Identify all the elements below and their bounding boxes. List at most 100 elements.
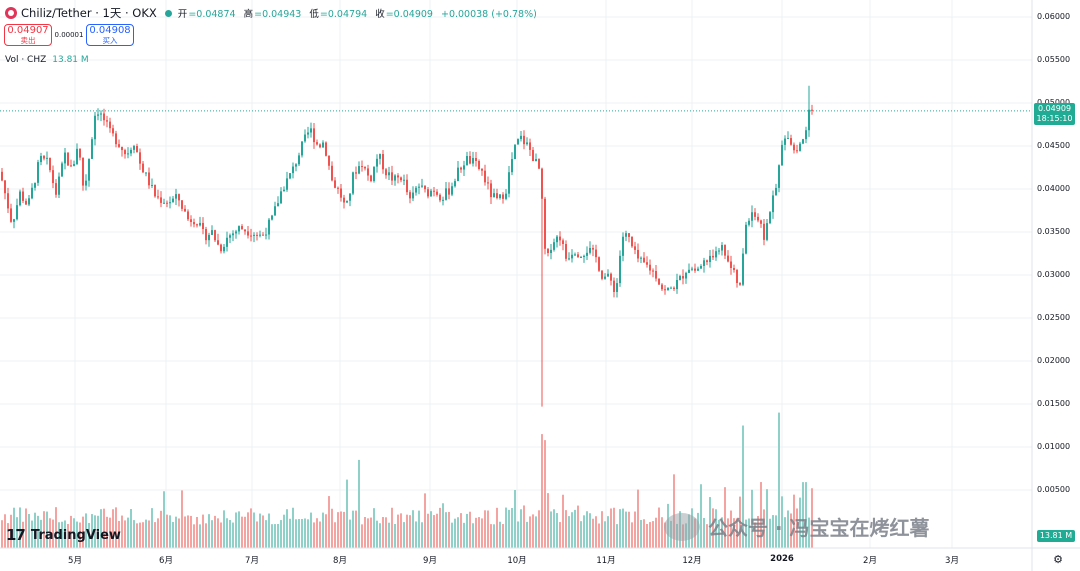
volume-bar — [622, 508, 624, 548]
candle-body — [28, 198, 30, 205]
volume-bar — [1, 520, 3, 548]
price-axis-tick: 0.01500 — [1037, 399, 1071, 408]
volume-bar — [721, 517, 723, 548]
market-status-icon[interactable] — [164, 9, 172, 17]
candle-body — [625, 233, 627, 237]
volume-bar — [400, 513, 402, 548]
volume-bar — [298, 519, 300, 548]
candle-body — [571, 254, 573, 259]
candle-body — [271, 215, 273, 220]
volume-bar — [208, 514, 210, 548]
low-label: 低 — [309, 9, 319, 20]
candle-body — [769, 212, 771, 224]
volume-bar — [364, 517, 366, 548]
candle-body — [715, 251, 717, 258]
candle-body — [388, 172, 390, 176]
volume-indicator-legend[interactable]: Vol · CHZ 13.81 M — [5, 55, 89, 65]
volume-bar — [508, 509, 510, 548]
volume-bar — [652, 521, 654, 548]
volume-bar — [52, 519, 54, 548]
volume-bar — [16, 517, 18, 548]
candle-body — [811, 109, 813, 111]
candle-body — [742, 253, 744, 285]
volume-bar — [739, 496, 741, 548]
candle-body — [61, 163, 63, 177]
candle-body — [391, 172, 393, 181]
volume-bar — [760, 482, 762, 548]
volume-bar — [532, 514, 534, 548]
candle-body — [373, 166, 375, 182]
candle-body — [736, 269, 738, 284]
candle-body — [184, 208, 186, 212]
candle-body — [652, 270, 654, 272]
candle-body — [553, 242, 555, 250]
price-axis-tick: 0.03500 — [1037, 227, 1071, 236]
candle-body — [532, 149, 534, 162]
candle-body — [637, 249, 639, 259]
volume-bar — [613, 507, 615, 548]
volume-bar — [19, 507, 21, 548]
volume-bar — [451, 522, 453, 548]
candle-body — [421, 185, 423, 187]
volume-bar — [673, 474, 675, 548]
candle-body — [178, 194, 180, 201]
volume-bar — [139, 522, 141, 548]
candle-body — [628, 233, 630, 237]
candle-body — [79, 148, 81, 158]
ohlc-values: 开=0.04874 高=0.04943 低=0.04794 收=0.04909 … — [178, 6, 542, 20]
volume-bar — [235, 512, 237, 548]
candle-body — [493, 193, 495, 198]
settings-gear-icon[interactable]: ⚙ — [1053, 553, 1063, 566]
time-axis-tick: 5月 — [68, 556, 82, 566]
candle-body — [529, 142, 531, 150]
candle-body — [541, 168, 543, 199]
volume-bar — [187, 515, 189, 548]
candle-body — [148, 172, 150, 186]
volume-bar — [619, 509, 621, 548]
candle-body — [550, 249, 552, 254]
volume-bar — [61, 521, 63, 548]
tradingview-logo[interactable]: 17 TradingView — [6, 526, 121, 544]
volume-bar — [361, 524, 363, 548]
candle-body — [46, 157, 48, 159]
volume-bar — [112, 509, 114, 548]
volume-bar — [460, 513, 462, 548]
candle-body — [259, 234, 261, 236]
candle-body — [277, 203, 279, 207]
volume-bar — [259, 513, 261, 548]
volume-bar — [553, 509, 555, 548]
symbol-header: Chiliz/Tether · 1天 · OKX 开=0.04874 高=0.0… — [5, 5, 542, 21]
wechat-icon — [664, 512, 700, 541]
volume-bar — [718, 519, 720, 548]
candle-body — [220, 244, 222, 252]
candle-body — [538, 159, 540, 169]
volume-bar — [91, 514, 93, 548]
price-axis-tick: 0.02000 — [1037, 356, 1071, 365]
candle-body — [406, 179, 408, 193]
volume-bar — [658, 507, 660, 548]
buy-button[interactable]: 0.04908 买入 — [86, 24, 134, 46]
candle-body — [616, 283, 618, 292]
volume-bar — [604, 521, 606, 548]
tradingview-wordmark: TradingView — [30, 527, 121, 543]
candle-body — [361, 166, 363, 168]
buy-label: 买入 — [102, 36, 118, 45]
candle-body — [376, 158, 378, 167]
candle-body — [283, 189, 285, 192]
candle-body — [58, 176, 60, 195]
candle-body — [724, 244, 726, 256]
symbol-title[interactable]: Chiliz/Tether · 1天 · OKX — [21, 6, 157, 20]
candle-body — [4, 180, 6, 194]
volume-bar — [802, 482, 804, 548]
volume-bar — [316, 518, 318, 548]
candle-body — [688, 269, 690, 273]
candle-body — [1, 171, 3, 181]
candle-body — [685, 272, 687, 279]
sell-button[interactable]: 0.04907 卖出 — [4, 24, 52, 46]
candle-body — [679, 276, 681, 280]
volume-bar — [103, 508, 105, 548]
candle-body — [658, 278, 660, 285]
candle-body — [115, 133, 117, 145]
volume-indicator-value: 13.81 M — [52, 55, 89, 65]
